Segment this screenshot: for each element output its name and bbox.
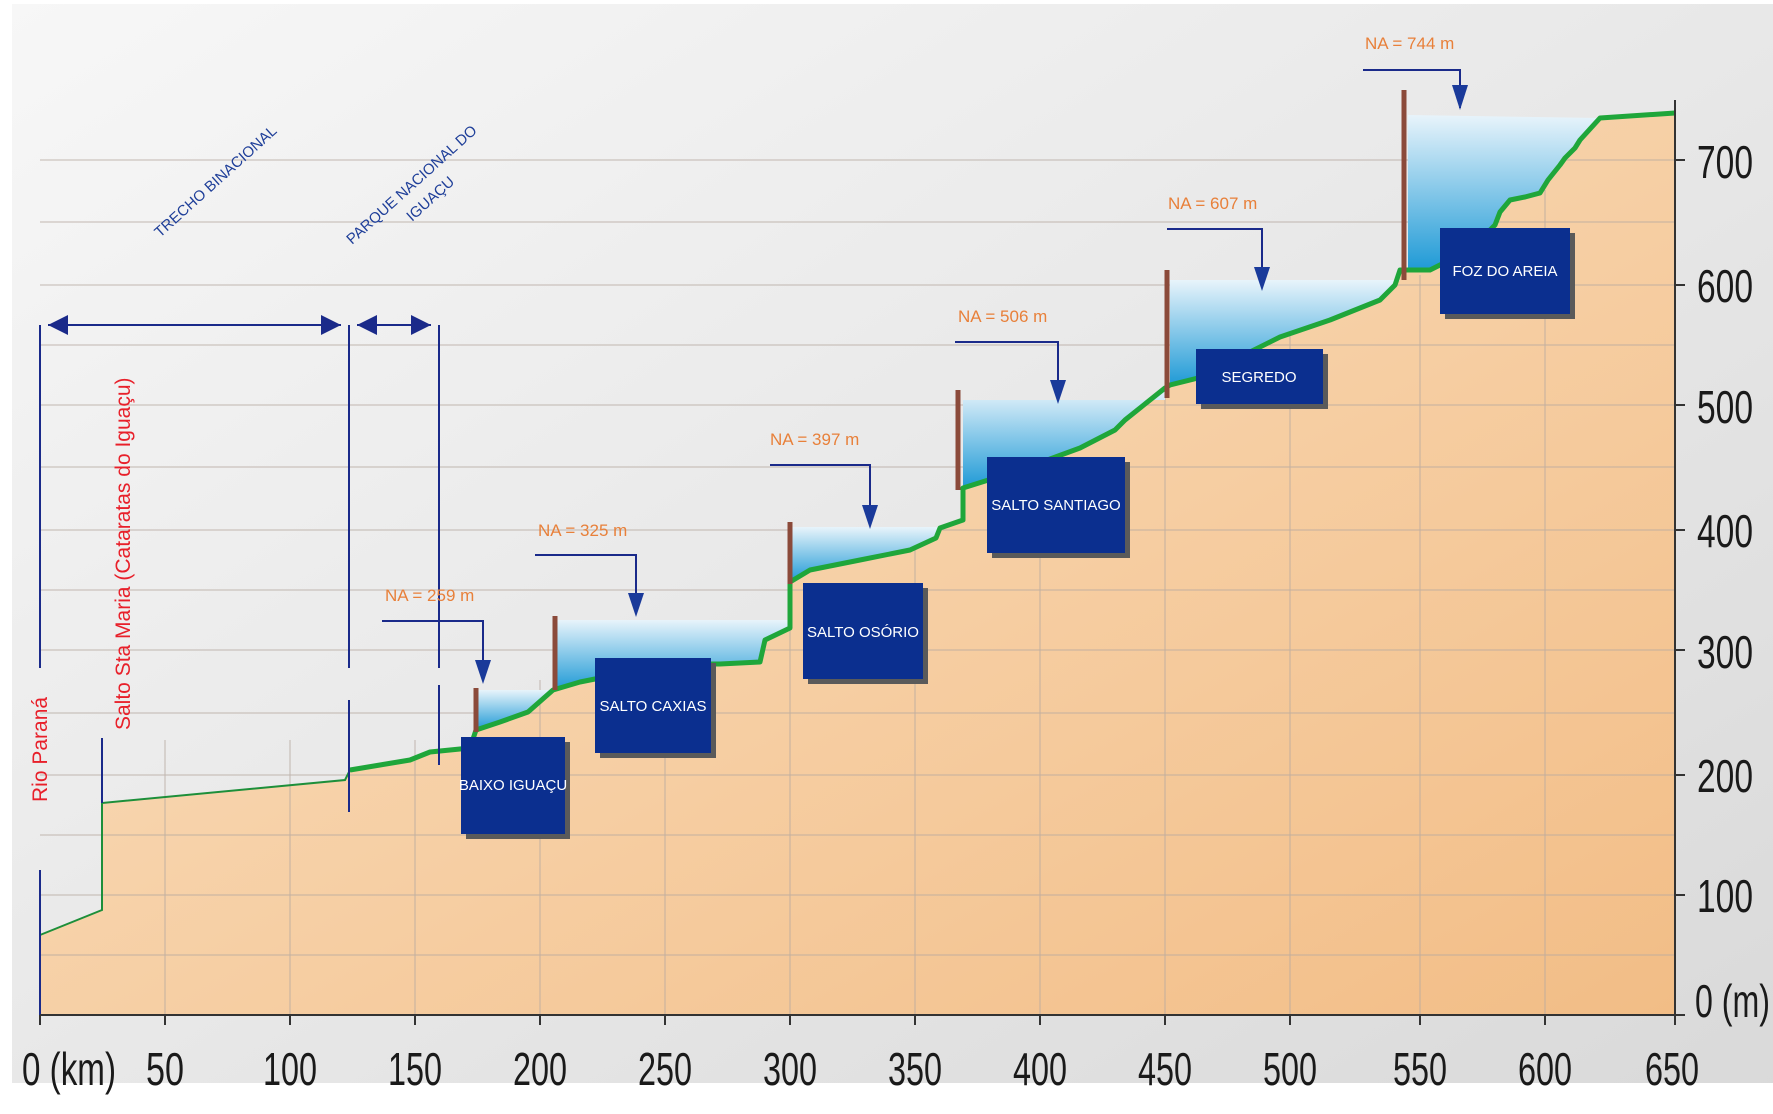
river-profile-line-main	[349, 110, 1676, 773]
x-tick-label: 550	[1393, 1043, 1447, 1095]
na-label-salto-caxias: NA = 325 m	[538, 521, 627, 540]
y-tick-label: 700	[1697, 136, 1753, 188]
landmark-rio-parana: Rio Paraná	[29, 697, 52, 802]
na-label-baixo-iguacu: NA = 259 m	[385, 586, 474, 605]
reservoir-baixo-iguacu	[476, 690, 553, 730]
na-label-foz-do-areia: NA = 744 m	[1365, 34, 1454, 53]
zone-brackets	[39, 315, 440, 1015]
x-tick-label: 50	[146, 1043, 184, 1095]
plant-box-baixo-iguacu	[461, 737, 565, 834]
x-tick-label: 100	[263, 1043, 317, 1095]
y-axis-ticks	[1675, 159, 1685, 1016]
plant-box-salto-santiago	[987, 457, 1125, 553]
reservoir-salto-osorio	[792, 527, 950, 582]
y-tick-label: 500	[1697, 381, 1753, 433]
x-axis-ticks	[39, 1015, 1676, 1025]
x-axis-unit-label: 0 (km)	[22, 1043, 116, 1095]
plant-box-segredo	[1196, 349, 1323, 404]
na-label-salto-santiago: NA = 506 m	[958, 307, 1047, 326]
plant-name-foz-do-areia: FOZ DO AREIA	[1452, 263, 1557, 280]
plant-boxes	[461, 228, 1575, 839]
x-tick-label: 650	[1645, 1043, 1699, 1095]
na-label-salto-osorio: NA = 397 m	[770, 430, 859, 449]
x-tick-label: 200	[513, 1043, 567, 1095]
x-tick-label: 500	[1263, 1043, 1317, 1095]
plant-name-segredo: SEGREDO	[1221, 369, 1296, 386]
na-arrowheads	[475, 85, 1468, 684]
plant-name-salto-caxias: SALTO CAXIAS	[600, 698, 707, 715]
plant-name-salto-osorio: SALTO OSÓRIO	[807, 624, 919, 641]
na-arrows	[382, 69, 1461, 660]
terrain-fill	[40, 113, 1675, 1015]
plant-name-salto-santiago: SALTO SANTIAGO	[991, 497, 1120, 514]
x-tick-label: 150	[388, 1043, 442, 1095]
x-tick-label: 250	[638, 1043, 692, 1095]
plant-name-baixo-iguacu: BAIXO IGUAÇU	[459, 777, 567, 794]
x-tick-label: 600	[1518, 1043, 1572, 1095]
y-tick-label: 100	[1697, 870, 1753, 922]
y-tick-label: 600	[1697, 260, 1753, 312]
plant-box-salto-osorio	[803, 583, 923, 679]
x-tick-label: 450	[1138, 1043, 1192, 1095]
y-axis-unit-label: 0 (m)	[1695, 975, 1770, 1027]
landmark-salto-sta-maria: Salto Sta Maria (Cataratas do Iguaçu)	[112, 377, 135, 730]
y-tick-label: 400	[1697, 505, 1753, 557]
x-tick-label: 350	[888, 1043, 942, 1095]
y-tick-label: 200	[1697, 750, 1753, 802]
plant-box-salto-caxias	[595, 658, 711, 753]
x-tick-label: 300	[763, 1043, 817, 1095]
plant-box-foz-do-areia	[1440, 228, 1570, 314]
na-label-segredo: NA = 607 m	[1168, 194, 1257, 213]
dams	[473, 90, 1407, 732]
y-tick-label: 300	[1697, 626, 1753, 678]
x-tick-label: 400	[1013, 1043, 1067, 1095]
